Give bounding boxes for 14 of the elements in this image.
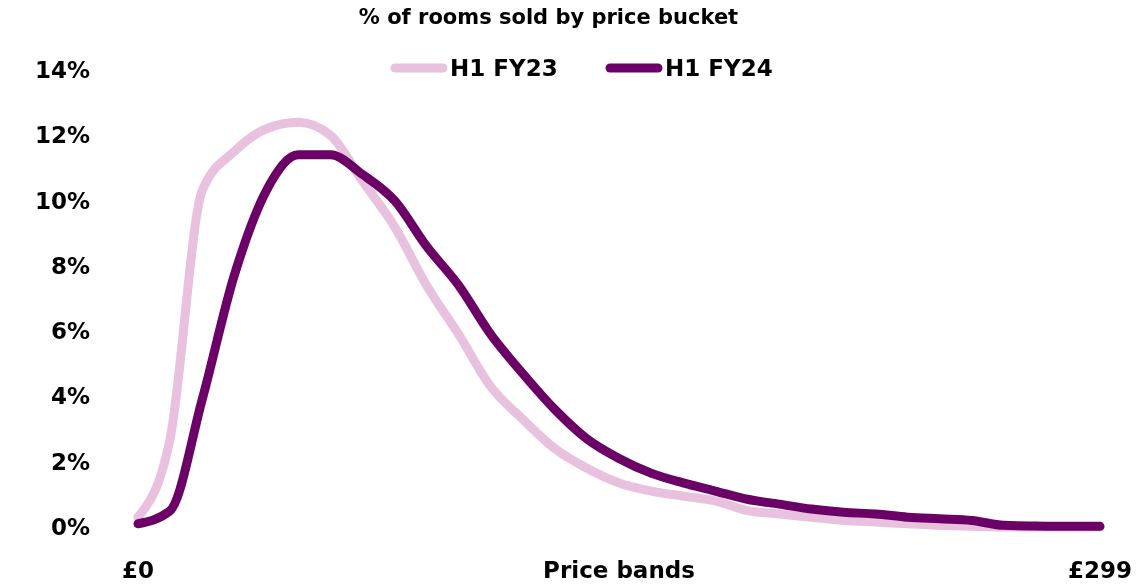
x-tick-label: £299: [1067, 557, 1133, 583]
y-tick-label: 12%: [34, 122, 90, 149]
legend-label: H1 FY24: [665, 55, 773, 82]
y-tick-label: 6%: [50, 318, 90, 345]
y-tick-label: 8%: [50, 252, 90, 279]
legend-label: H1 FY23: [450, 55, 558, 82]
chart-title: % of rooms sold by price bucket: [358, 5, 739, 29]
x-axis-title: Price bands: [543, 557, 695, 583]
y-tick-label: 0%: [50, 514, 90, 541]
y-tick-label: 2%: [50, 448, 90, 475]
y-tick-label: 10%: [34, 187, 90, 214]
x-tick-label: £0: [121, 557, 155, 583]
y-tick-label: 14%: [34, 57, 90, 84]
y-tick-label: 4%: [50, 383, 90, 410]
